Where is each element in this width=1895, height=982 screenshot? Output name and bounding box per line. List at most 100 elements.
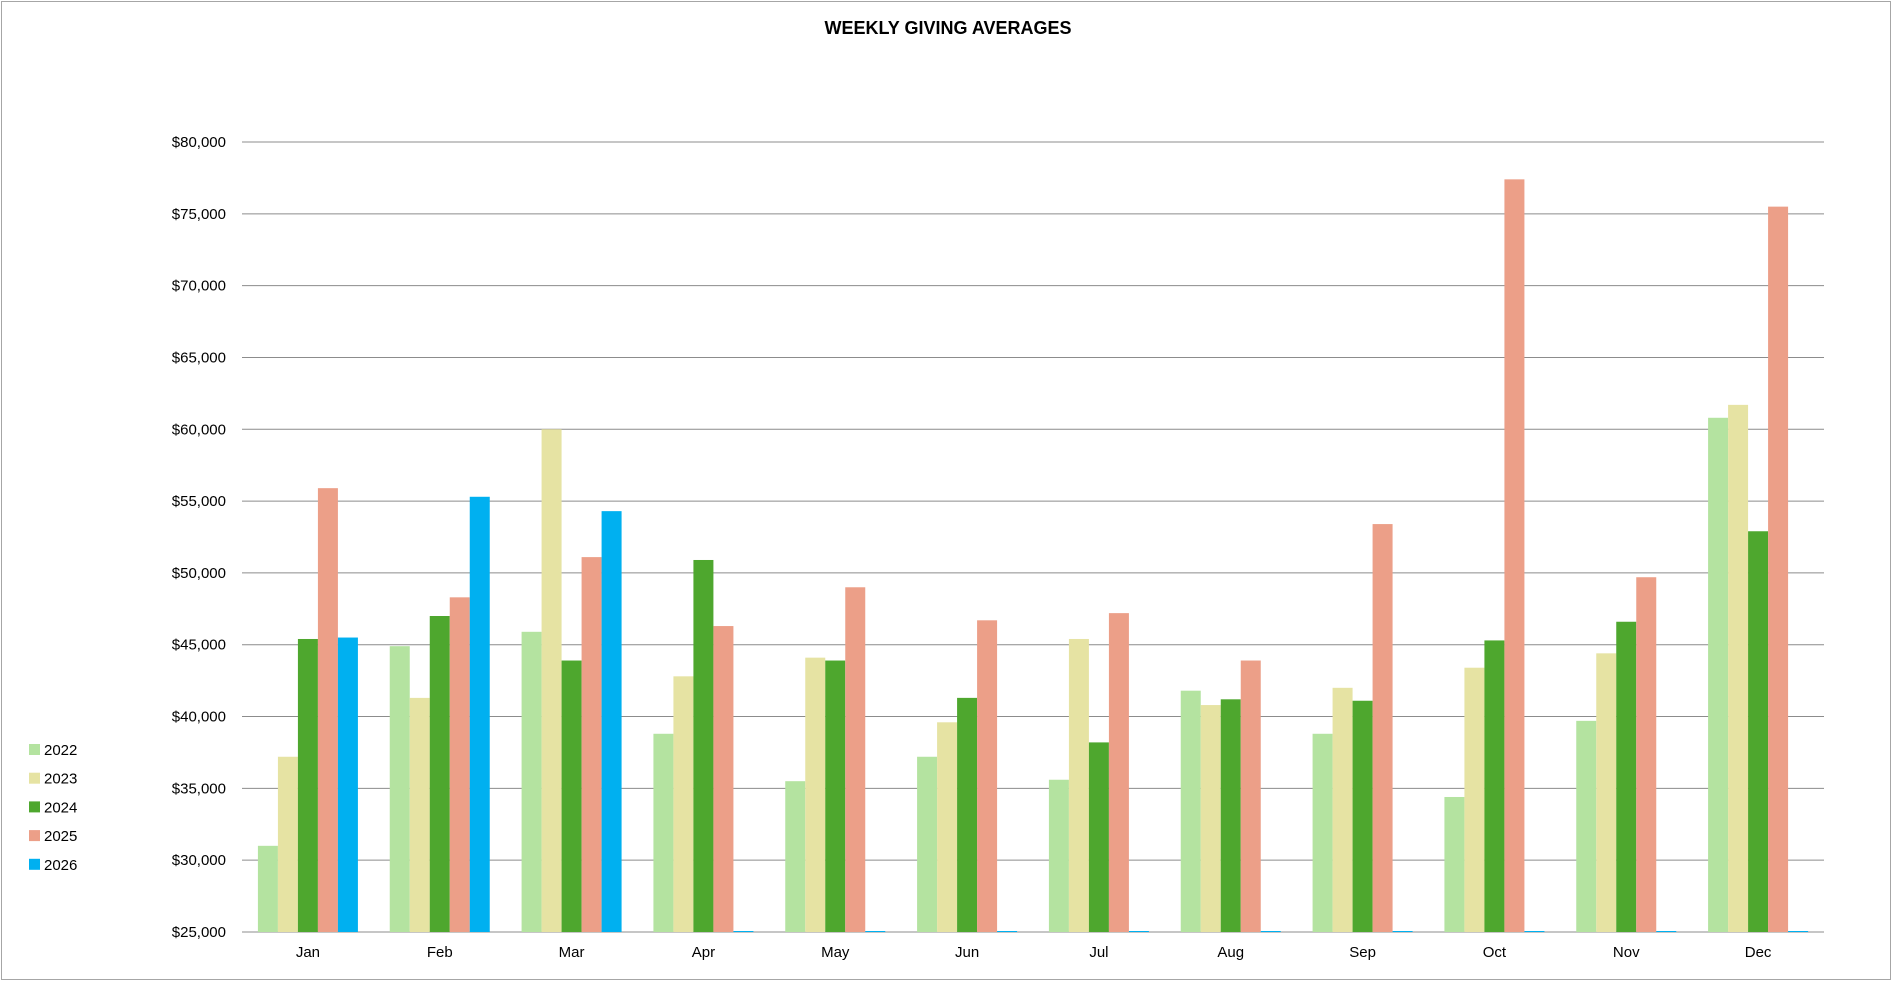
bar-2025-feb xyxy=(449,597,470,932)
x-tick-label: Jul xyxy=(1089,944,1108,961)
legend-swatch-2025 xyxy=(29,830,40,842)
y-tick-label: $70,000 xyxy=(172,278,226,295)
bar-2023-aug xyxy=(1200,705,1221,932)
bar-2026-may xyxy=(865,931,886,932)
bar-2025-jun xyxy=(977,620,998,932)
y-tick-label: $25,000 xyxy=(172,924,226,941)
legend-label-2024: 2024 xyxy=(44,799,77,816)
x-tick-label: Sep xyxy=(1349,944,1376,961)
x-tick-label: Jan xyxy=(296,944,320,961)
bar-2024-jul xyxy=(1088,742,1109,932)
bar-2023-nov xyxy=(1596,653,1617,932)
bar-2022-aug xyxy=(1180,690,1201,932)
legend: 2022 2023 2024 2025 2026 xyxy=(29,742,77,874)
legend-swatch-2024 xyxy=(29,801,40,813)
bar-2024-mar xyxy=(561,660,582,932)
bar-2023-sep xyxy=(1332,687,1353,932)
x-tick-label: Dec xyxy=(1745,944,1772,961)
bar-2026-dec xyxy=(1788,931,1809,932)
bar-2023-feb xyxy=(409,697,430,932)
y-tick-label: $75,000 xyxy=(172,206,226,223)
y-tick-label: $80,000 xyxy=(172,134,226,151)
bar-2024-nov xyxy=(1616,621,1637,932)
bar-2023-mar xyxy=(541,429,562,932)
bar-2023-dec xyxy=(1728,404,1749,932)
y-tick-label: $60,000 xyxy=(172,421,226,438)
bar-2023-jun xyxy=(937,722,958,932)
x-tick-label: Oct xyxy=(1483,944,1507,961)
bar-2022-apr xyxy=(653,733,674,932)
bar-2024-oct xyxy=(1484,640,1505,932)
y-tick-label: $55,000 xyxy=(172,493,226,510)
bar-2022-nov xyxy=(1576,720,1597,932)
bar-2025-oct xyxy=(1504,179,1525,932)
bar-2022-jul xyxy=(1048,779,1069,932)
bar-2026-jul xyxy=(1128,931,1149,932)
y-tick-label: $45,000 xyxy=(172,637,226,654)
x-tick-label: Nov xyxy=(1613,944,1640,961)
chart-title: WEEKLY GIVING AVERAGES xyxy=(824,18,1071,38)
x-tick-label: Apr xyxy=(692,944,715,961)
bar-2024-jun xyxy=(957,697,978,932)
y-axis-tick-labels: $25,000 $30,000 $35,000 $40,000 $45,000 $50,0… xyxy=(172,134,226,941)
bar-2026-feb xyxy=(469,496,490,932)
x-tick-label: Jun xyxy=(955,944,979,961)
bar-2026-aug xyxy=(1260,931,1281,932)
bar-2025-may xyxy=(845,587,866,932)
y-tick-label: $40,000 xyxy=(172,709,226,726)
x-tick-label: May xyxy=(821,944,850,961)
legend-swatch-2022 xyxy=(29,744,40,755)
bar-2024-feb xyxy=(429,616,450,932)
bar-2022-jan xyxy=(257,845,278,932)
legend-label-2023: 2023 xyxy=(44,771,77,788)
legend-swatch-2023 xyxy=(29,772,40,784)
bar-2025-mar xyxy=(581,557,602,932)
bar-2022-dec xyxy=(1708,417,1729,932)
bar-2026-mar xyxy=(601,511,622,932)
bar-2026-apr xyxy=(733,931,754,932)
bar-2023-may xyxy=(805,657,826,932)
x-tick-label: Mar xyxy=(559,944,585,961)
gridlines xyxy=(242,141,1824,933)
y-tick-label: $30,000 xyxy=(172,852,226,869)
bar-2024-jan xyxy=(297,638,318,932)
bar-2024-aug xyxy=(1220,699,1241,932)
bar-2023-apr xyxy=(673,676,694,932)
bar-2024-sep xyxy=(1352,700,1373,932)
legend-label-2026: 2026 xyxy=(44,857,77,874)
legend-label-2025: 2025 xyxy=(44,828,77,845)
bar-2026-jun xyxy=(997,931,1018,932)
bar-2025-aug xyxy=(1240,660,1261,932)
y-tick-label: $35,000 xyxy=(172,780,226,797)
bar-2025-apr xyxy=(713,626,734,932)
bar-2023-jan xyxy=(277,756,298,932)
bar-2022-jun xyxy=(917,756,938,932)
bars xyxy=(257,179,1809,933)
x-tick-label: Feb xyxy=(427,944,453,961)
bar-2022-feb xyxy=(389,646,410,932)
bar-2026-nov xyxy=(1656,931,1677,932)
y-tick-label: $50,000 xyxy=(172,565,226,582)
bar-2026-sep xyxy=(1392,931,1413,932)
bar-2024-may xyxy=(825,660,846,932)
x-tick-label: Aug xyxy=(1217,944,1244,961)
bar-2026-jan xyxy=(337,637,358,932)
bar-2022-mar xyxy=(521,631,542,932)
bar-2023-jul xyxy=(1068,638,1089,932)
bar-2024-dec xyxy=(1748,531,1769,932)
legend-swatch-2026 xyxy=(29,858,40,870)
bar-2025-jan xyxy=(317,488,338,932)
bar-2024-apr xyxy=(693,559,714,932)
bar-2022-may xyxy=(785,781,806,932)
bar-2025-jul xyxy=(1108,613,1129,932)
x-axis-tick-labels: Jan Feb Mar Apr May Jun Jul Aug Sep Oct Nov Dec xyxy=(296,944,1772,961)
legend-label-2022: 2022 xyxy=(44,742,77,759)
bar-2023-oct xyxy=(1464,667,1485,932)
bar-2025-nov xyxy=(1636,577,1657,932)
bar-2025-dec xyxy=(1768,206,1789,933)
bar-2022-oct xyxy=(1444,796,1465,932)
bar-2022-sep xyxy=(1312,733,1333,932)
bar-2026-oct xyxy=(1524,931,1545,932)
